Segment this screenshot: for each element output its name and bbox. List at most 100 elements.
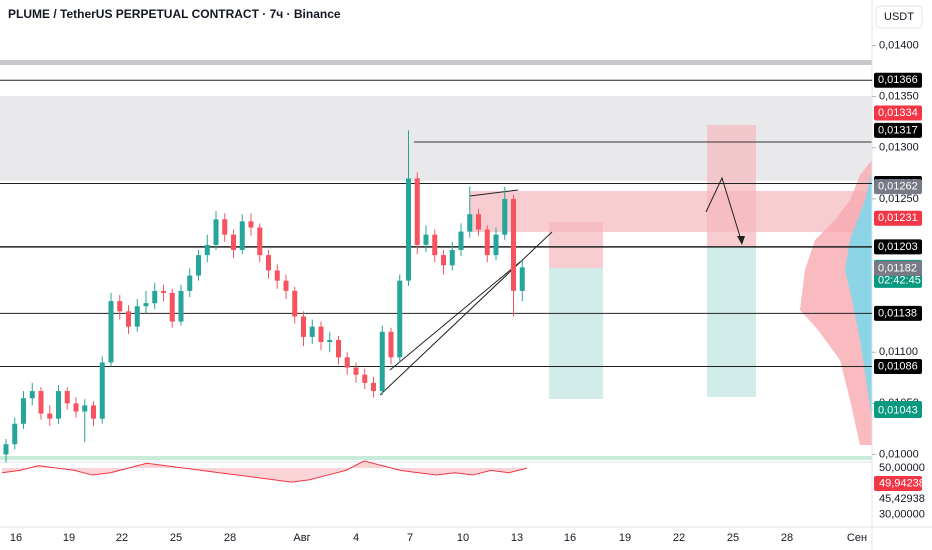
candle-body xyxy=(344,357,350,368)
stop-box-2 xyxy=(707,125,756,247)
candle-body xyxy=(204,244,210,256)
trendline-2 xyxy=(389,261,521,371)
candle-body xyxy=(449,250,455,266)
price-badge-label: 0,01231 xyxy=(878,212,918,224)
candle-body xyxy=(371,382,376,392)
candle-body xyxy=(458,231,464,250)
candle-body xyxy=(21,398,26,424)
y-tick-label: 0,01100 xyxy=(879,346,918,358)
indicator-label: 50,00000 xyxy=(879,462,925,474)
x-tick-label: 19 xyxy=(619,532,631,544)
candle-body xyxy=(108,301,114,363)
y-tick-label: 0,01350 xyxy=(879,91,919,103)
y-tick-label: 0,01300 xyxy=(879,142,919,154)
candle-body xyxy=(441,255,446,266)
y-tick-label: 0,01250 xyxy=(879,193,919,205)
candle-body xyxy=(73,403,79,412)
indicator-line xyxy=(1,460,528,483)
candle-body xyxy=(196,255,201,276)
x-tick-label: 28 xyxy=(781,532,793,544)
price-badge-label: 0,01043 xyxy=(878,404,918,416)
candle-body xyxy=(82,405,88,412)
candle-body xyxy=(388,331,394,358)
candle-body xyxy=(29,391,35,399)
candle-body xyxy=(301,316,306,337)
chart-title: PLUME / TetherUS PERPETUAL CONTRACT · 7ч… xyxy=(8,7,341,21)
candle-body xyxy=(47,413,53,419)
price-badge-label: 0,01203 xyxy=(878,241,918,253)
candle-body xyxy=(318,326,324,342)
candle-body xyxy=(336,339,341,358)
currency-button[interactable] xyxy=(875,5,923,29)
candle-body xyxy=(91,405,96,419)
candle-body xyxy=(476,214,481,230)
x-tick-label: 28 xyxy=(224,532,236,544)
candle-body xyxy=(3,444,9,455)
candle-body xyxy=(502,198,508,235)
x-tick-label: 13 xyxy=(511,532,523,544)
price-badge-label: 0,01262 xyxy=(878,181,918,193)
candle-body xyxy=(511,198,516,291)
candle-body xyxy=(56,391,61,419)
price-badge xyxy=(874,239,922,255)
x-tick-label: 25 xyxy=(170,532,182,544)
x-tick-label: 25 xyxy=(727,532,739,544)
price-badge xyxy=(874,105,922,121)
candle-body xyxy=(283,280,289,291)
x-tick-label: 7 xyxy=(407,532,413,544)
price-badge xyxy=(874,72,922,88)
candle-body xyxy=(239,221,245,250)
countdown-label: 02:42:45 xyxy=(878,274,921,286)
indicator-area xyxy=(2,460,527,483)
x-tick-label: Авг xyxy=(293,532,310,544)
price-badge-label: 0,01334 xyxy=(878,107,918,119)
price-badge-label: 0,01317 xyxy=(878,124,918,136)
x-tick-label: 10 xyxy=(457,532,469,544)
candle-body xyxy=(257,227,263,256)
price-badge xyxy=(874,210,922,226)
target-box-2 xyxy=(707,247,756,397)
candle-body xyxy=(353,367,359,375)
candle-body xyxy=(362,374,368,383)
candle-body xyxy=(493,234,499,256)
volume-profile-buy xyxy=(845,170,872,420)
price-badge-label: 0,01182 xyxy=(878,262,917,274)
candle-body xyxy=(161,290,166,293)
candle-body xyxy=(178,290,184,322)
top-band xyxy=(0,60,872,65)
candle-body xyxy=(248,221,254,228)
candle-body xyxy=(397,280,403,358)
currency-label[interactable]: USDT xyxy=(884,11,914,23)
indicator-label: 45,42938 xyxy=(879,493,925,505)
candle-body xyxy=(266,255,271,271)
candle-body xyxy=(467,214,473,232)
price-badge-label: 0,01086 xyxy=(878,360,918,372)
candle-body xyxy=(134,306,140,327)
price-badge-label: 0,01138 xyxy=(878,307,917,319)
indicator-badge xyxy=(874,476,922,491)
price-badge xyxy=(874,359,922,375)
path-arrow xyxy=(705,176,743,244)
x-tick-label: 22 xyxy=(116,532,128,544)
stop-box xyxy=(549,222,603,268)
candle-body xyxy=(327,339,333,342)
price-badge xyxy=(874,305,922,321)
candle-body xyxy=(309,326,315,337)
price-badge xyxy=(874,179,922,195)
price-badge-label: 0,01366 xyxy=(878,74,918,86)
indicator-label: 30,00000 xyxy=(879,508,925,520)
x-tick-label: 19 xyxy=(63,532,75,544)
candle-body xyxy=(126,311,131,327)
candle-body xyxy=(187,275,193,291)
candle-body xyxy=(169,292,175,322)
candle-body xyxy=(231,234,236,250)
candle-body xyxy=(414,178,420,245)
x-tick-label: 22 xyxy=(673,532,685,544)
supply-box xyxy=(470,191,872,232)
x-tick-label: 4 xyxy=(353,532,359,544)
candle-body xyxy=(274,270,280,281)
candle-body xyxy=(12,423,18,445)
price-badge xyxy=(874,122,922,138)
candle-body xyxy=(222,219,228,235)
